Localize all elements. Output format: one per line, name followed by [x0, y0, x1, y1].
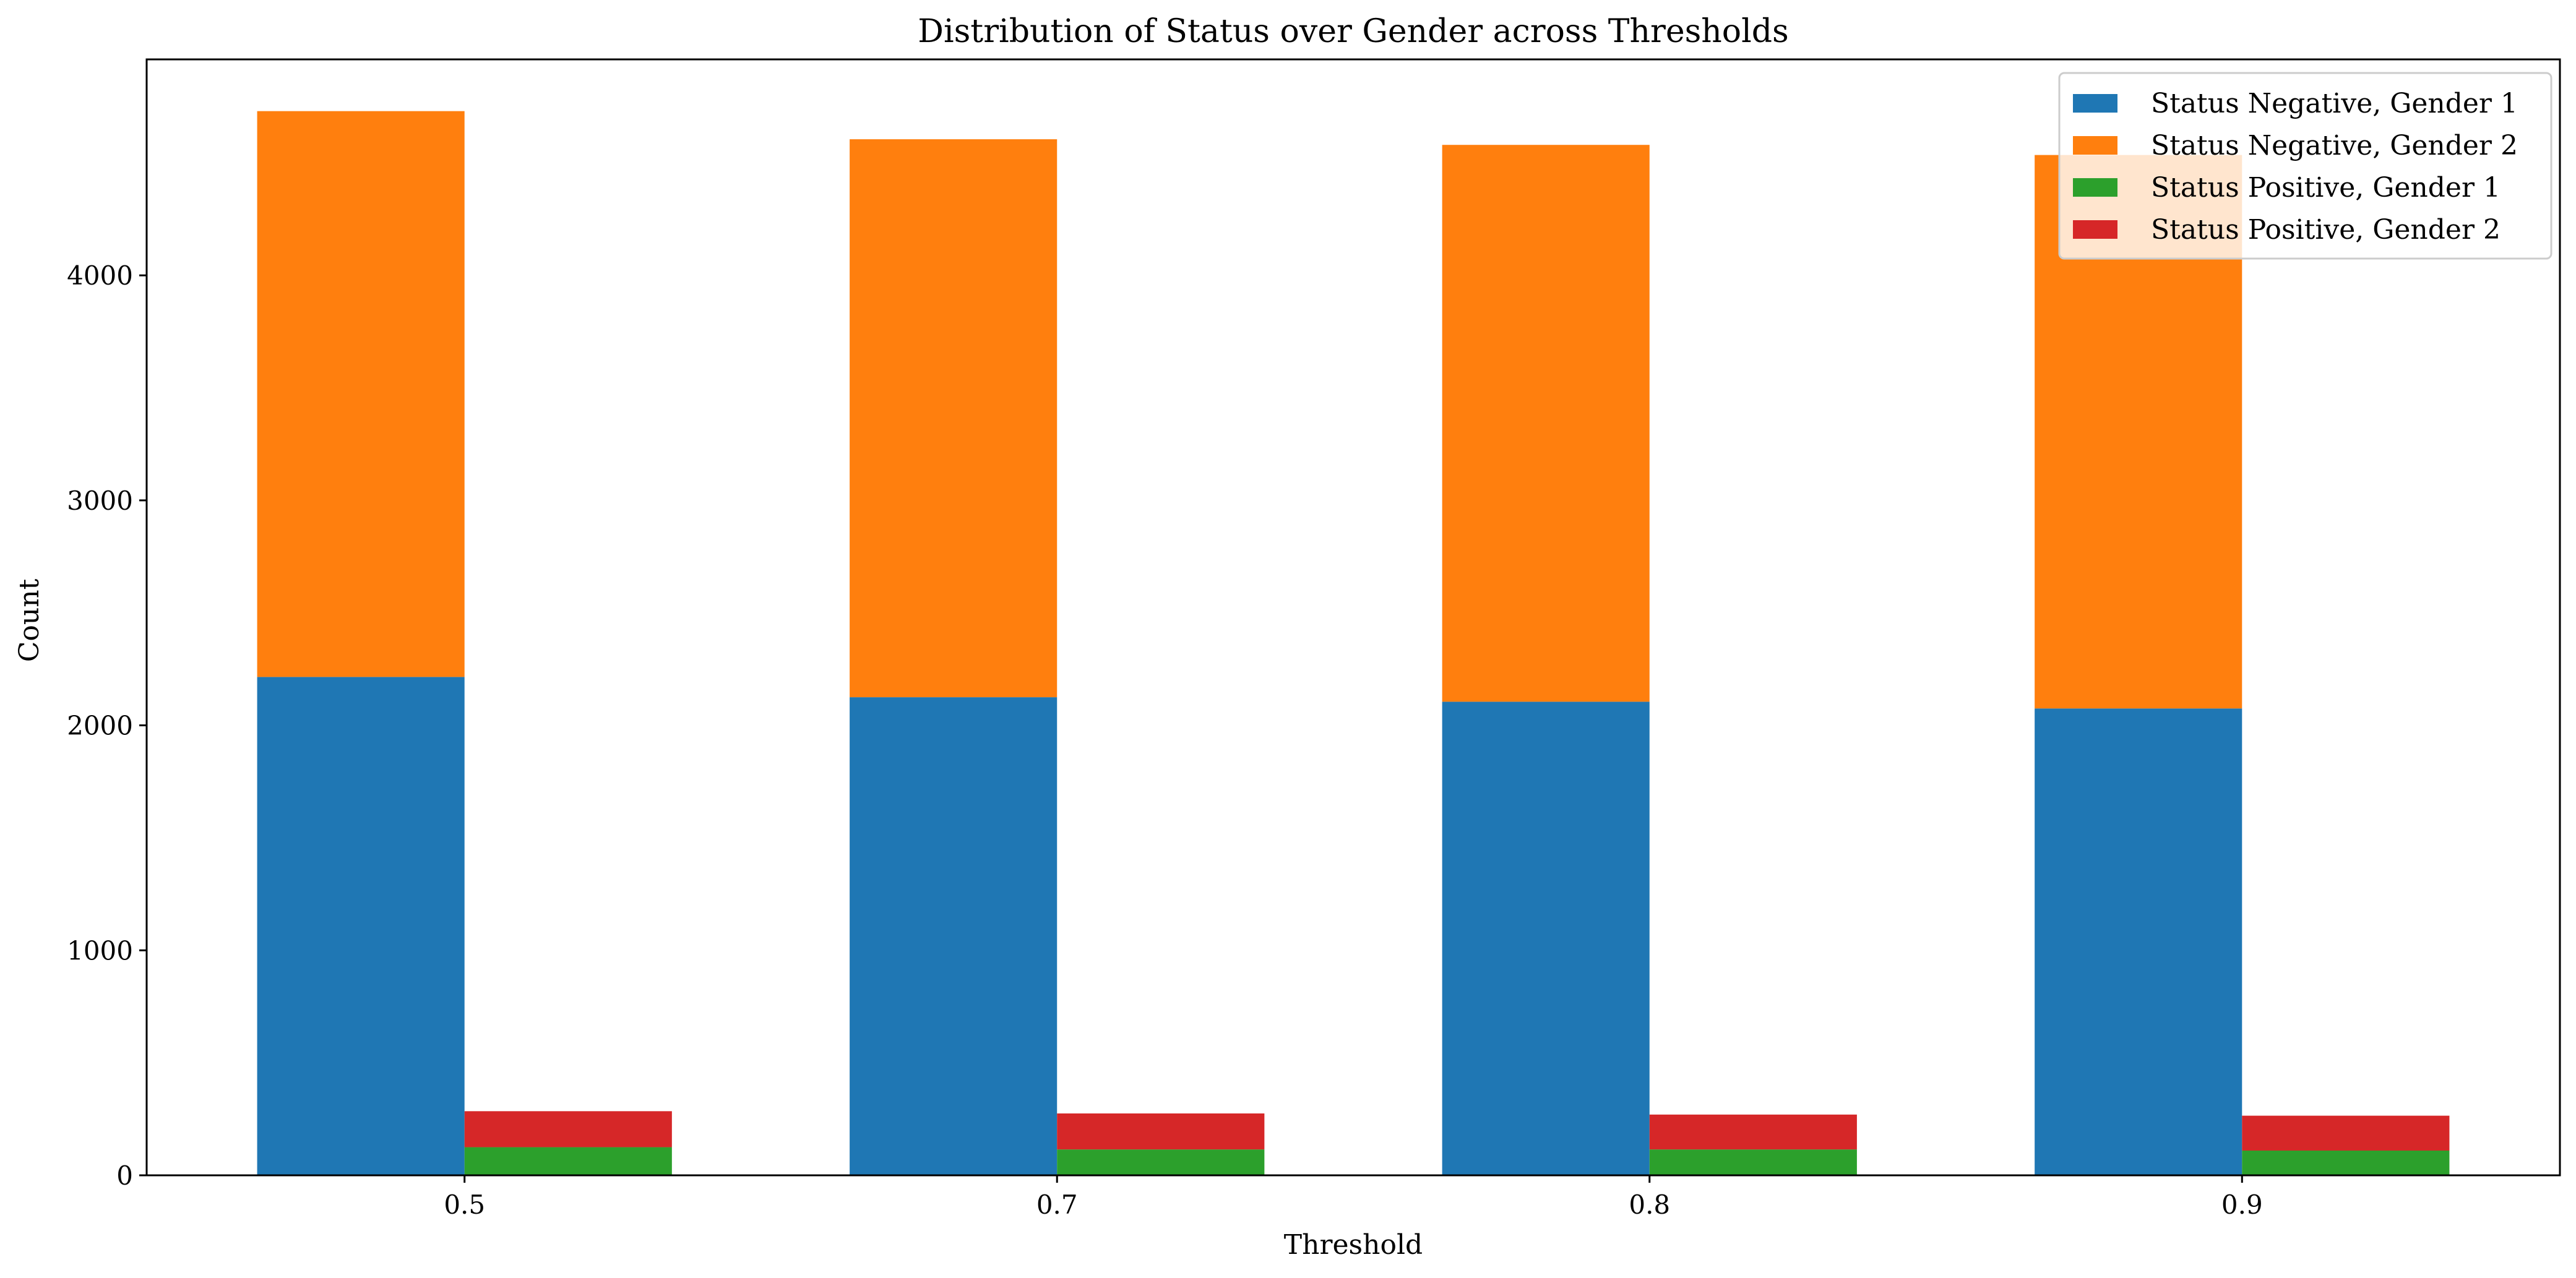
y-tick-label: 4000: [67, 260, 133, 291]
legend-swatch: [2073, 220, 2117, 239]
legend-label: Status Positive, Gender 2: [2151, 214, 2501, 246]
y-tick-label: 1000: [67, 935, 133, 966]
plot-area: 0 1000 2000 3000 4000 0.5 0.7 0.8 0.9: [67, 58, 2561, 1220]
y-tick-label: 3000: [67, 486, 133, 516]
bar-status-positive-gender-1-0_8: [1649, 1149, 1857, 1175]
bar-status-negative-gender-2-0_5: [257, 111, 465, 677]
bar-status-positive-gender-2-0_8: [1649, 1114, 1857, 1150]
axes-frame: [145, 58, 2561, 1177]
legend: Status Negative, Gender 1 Status Negative…: [2058, 72, 2552, 260]
bar-status-positive-gender-1-0_7: [1057, 1149, 1265, 1175]
y-tick-label: 0: [116, 1160, 133, 1191]
legend-swatch: [2073, 178, 2117, 197]
legend-box: [2058, 72, 2552, 260]
x-tick-label: 0.9: [2221, 1190, 2263, 1220]
x-axis-label: Threshold: [1284, 1229, 1423, 1261]
y-axis-label: Count: [14, 578, 45, 662]
bar-status-negative-gender-1-0_8: [1442, 701, 1650, 1175]
bar-status-negative-gender-1-0_7: [850, 697, 1058, 1175]
bar-status-negative-gender-2-0_8: [1442, 145, 1650, 702]
bar-status-positive-gender-1-0_5: [464, 1147, 672, 1175]
x-tick-label: 0.7: [1036, 1190, 1078, 1220]
legend-swatch: [2073, 136, 2117, 155]
bar-status-negative-gender-1-0_5: [257, 677, 465, 1175]
y-tick-label: 2000: [67, 711, 133, 741]
legend-label: Status Negative, Gender 2: [2151, 130, 2518, 161]
chart-title: Distribution of Status over Gender acros…: [918, 13, 1788, 50]
legend-swatch: [2073, 94, 2117, 113]
bar-status-negative-gender-2-0_7: [850, 139, 1058, 698]
x-tick-label: 0.8: [1629, 1190, 1670, 1220]
bar-status-positive-gender-2-0_9: [2242, 1115, 2450, 1151]
bar-status-positive-gender-2-0_7: [1057, 1113, 1265, 1150]
bar-status-negative-gender-1-0_9: [2035, 708, 2242, 1175]
bar-status-positive-gender-2-0_5: [464, 1111, 672, 1147]
x-tick-label: 0.5: [444, 1190, 485, 1220]
legend-label: Status Positive, Gender 1: [2151, 172, 2501, 204]
bar-status-positive-gender-1-0_9: [2242, 1150, 2450, 1175]
legend-label: Status Negative, Gender 1: [2151, 88, 2518, 119]
